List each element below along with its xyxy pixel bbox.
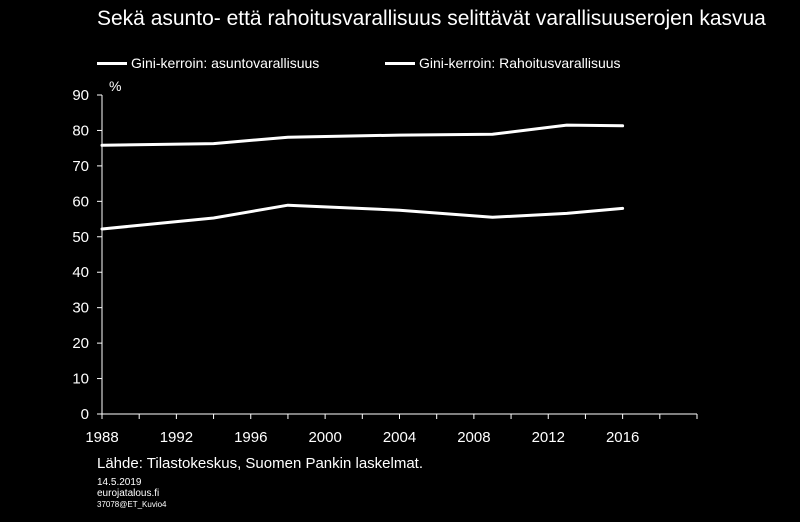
y-tick-label-0: 0 (81, 406, 89, 423)
y-tick-label-5: 50 (72, 229, 89, 246)
legend-swatch-housing (97, 61, 127, 65)
chart-title: Sekä asunto- että rahoitusvarallisuus se… (97, 7, 766, 30)
y-axis-unit: % (109, 78, 122, 94)
x-tick-label-5: 2008 (457, 429, 490, 446)
legend-label-financial: Gini-kerroin: Rahoitusvarallisuus (419, 55, 621, 71)
site-name: eurojatalous.fi (97, 488, 160, 499)
y-tick-label-8: 80 (72, 122, 89, 139)
x-tick-label-0: 1988 (85, 429, 118, 446)
source-note: Lähde: Tilastokeskus, Suomen Pankin lask… (97, 455, 424, 472)
x-tick-label-1: 1992 (160, 429, 193, 446)
x-tick-label-4: 2004 (383, 429, 416, 446)
x-tick-label-2: 1996 (234, 429, 267, 446)
legend-item-housing: Gini-kerroin: asuntovarallisuus (97, 55, 319, 71)
legend-label-housing: Gini-kerroin: asuntovarallisuus (131, 55, 320, 71)
y-tick-label-9: 90 (72, 87, 89, 104)
y-tick-label-3: 30 (72, 300, 89, 317)
legend-item-financial: Gini-kerroin: Rahoitusvarallisuus (385, 55, 621, 71)
line-chart: 0 10 20 30 40 50 60 70 80 90 1988 1992 1996 2000 2004 2… (72, 87, 698, 446)
figure-code: 37078@ET_Kuvio4 (97, 500, 167, 509)
x-tick-label-7: 2016 (606, 429, 639, 446)
y-tick-label-1: 10 (72, 371, 89, 388)
x-tick-label-6: 2012 (532, 429, 565, 446)
legend-swatch-financial (385, 61, 415, 65)
x-tick-label-3: 2000 (308, 429, 341, 446)
y-tick-label-7: 70 (72, 158, 89, 175)
y-tick-label-4: 40 (72, 264, 89, 281)
y-tick-label-6: 60 (72, 193, 89, 210)
publication-date: 14.5.2019 (97, 477, 142, 488)
series-line-0 (100, 203, 625, 231)
series-line-1 (100, 123, 625, 147)
y-tick-label-2: 20 (72, 335, 89, 352)
